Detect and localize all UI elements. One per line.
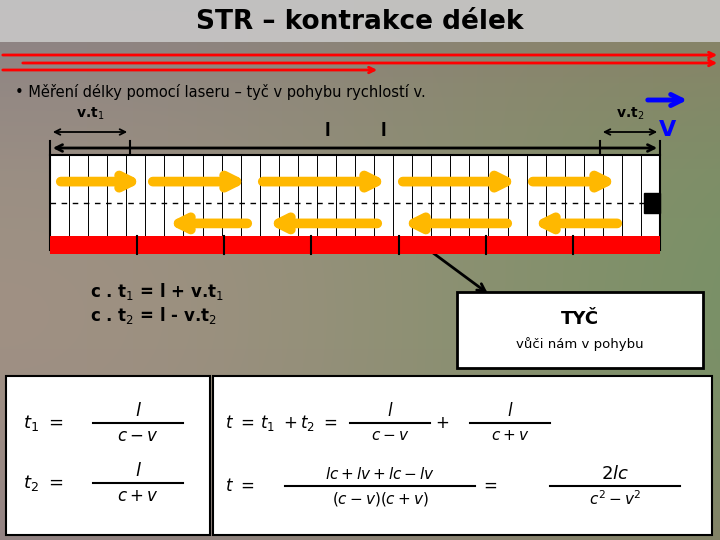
Text: +: +: [435, 414, 449, 432]
Text: $t$: $t$: [225, 477, 234, 495]
Text: $c  -  v$: $c - v$: [117, 427, 159, 445]
Text: v.t$_2$: v.t$_2$: [616, 106, 644, 122]
Text: v.t$_1$: v.t$_1$: [76, 106, 104, 122]
Text: =: =: [483, 477, 497, 495]
Bar: [50, 236, 660, 254]
Bar: [644, 192, 660, 213]
Text: =: =: [323, 414, 337, 432]
Text: l: l: [380, 122, 386, 140]
FancyBboxPatch shape: [457, 292, 703, 368]
Text: =: =: [48, 414, 63, 432]
FancyBboxPatch shape: [0, 0, 720, 42]
Text: V: V: [660, 120, 677, 140]
Text: =: =: [240, 477, 254, 495]
FancyBboxPatch shape: [213, 376, 712, 535]
Text: $t_2$: $t_2$: [23, 473, 39, 493]
Text: $t$: $t$: [225, 414, 234, 432]
Text: $l$: $l$: [135, 402, 141, 420]
Text: TYČ: TYČ: [561, 310, 599, 328]
Text: vůči nám v pohybu: vůči nám v pohybu: [516, 337, 644, 351]
Text: $lc + lv + lc - lv$: $lc + lv + lc - lv$: [325, 466, 435, 482]
Text: $2lc$: $2lc$: [601, 465, 629, 483]
Text: $(c-v)(c+v)$: $(c-v)(c+v)$: [332, 490, 428, 508]
Text: +: +: [283, 414, 297, 432]
Text: $t_2$: $t_2$: [300, 413, 315, 433]
Text: =: =: [240, 414, 254, 432]
Text: =: =: [48, 474, 63, 492]
Text: $t_1$: $t_1$: [260, 413, 275, 433]
Text: $c  +  v$: $c + v$: [117, 487, 159, 505]
Text: $l$: $l$: [387, 402, 393, 420]
FancyBboxPatch shape: [6, 376, 210, 535]
Text: c . t$_2$ = l - v.t$_2$: c . t$_2$ = l - v.t$_2$: [90, 306, 217, 327]
Text: $c  +  v$: $c + v$: [491, 429, 529, 443]
Text: STR – kontrakce délek: STR – kontrakce délek: [197, 9, 523, 35]
Text: $l$: $l$: [135, 462, 141, 480]
Text: $c  -  v$: $c - v$: [371, 429, 409, 443]
Text: • Měření délky pomocí laseru – tyč v pohybu rychlostí v.: • Měření délky pomocí laseru – tyč v poh…: [15, 84, 426, 100]
Text: $t_1$: $t_1$: [23, 413, 39, 433]
Text: l: l: [324, 122, 330, 140]
Bar: [50, 155, 660, 250]
Text: c . t$_1$ = l + v.t$_1$: c . t$_1$ = l + v.t$_1$: [90, 281, 224, 302]
Text: $l$: $l$: [507, 402, 513, 420]
Text: $c^2 - v^2$: $c^2 - v^2$: [589, 490, 642, 508]
